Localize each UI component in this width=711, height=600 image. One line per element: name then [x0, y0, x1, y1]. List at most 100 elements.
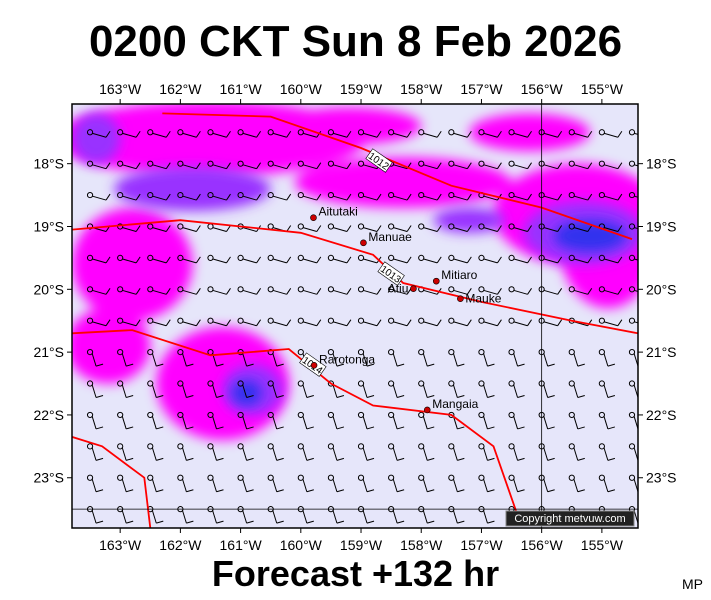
wind-barb — [418, 317, 442, 327]
wind-barb — [357, 191, 382, 201]
wind-barb — [117, 380, 134, 399]
wind-barb — [117, 349, 134, 367]
wind-barb — [327, 349, 345, 367]
lon-label-top: 162°W — [159, 81, 202, 97]
wind-barb — [237, 443, 254, 461]
wind-barb — [297, 286, 322, 295]
wind-barb — [388, 254, 412, 264]
wind-barb — [297, 380, 314, 399]
wind-barb — [448, 286, 472, 295]
wind-barb — [177, 286, 201, 295]
wind-barb — [568, 223, 593, 232]
wind-barb — [598, 349, 616, 367]
wind-barb — [568, 443, 585, 461]
wind-barb — [598, 443, 616, 461]
lat-label-left: 18°S — [33, 156, 64, 172]
wind-barb — [117, 286, 141, 295]
wind-barb — [86, 443, 104, 461]
shading-blob — [72, 207, 193, 321]
wind-barb — [327, 380, 345, 399]
wind-barb — [177, 411, 194, 430]
town-marker — [410, 285, 417, 292]
wind-barb — [297, 223, 322, 232]
lat-label-right: 20°S — [646, 281, 677, 297]
wind-barb — [478, 223, 502, 232]
wind-barb — [598, 317, 623, 327]
wind-barb — [327, 223, 352, 232]
wind-barb — [267, 349, 284, 367]
lon-label-top: 155°W — [581, 81, 624, 97]
wind-barb — [147, 474, 164, 493]
wind-shading — [72, 104, 638, 441]
wind-barb — [147, 160, 171, 170]
lat-label-right: 19°S — [646, 218, 677, 234]
wind-barb — [267, 443, 284, 461]
wind-barb — [448, 160, 472, 170]
wind-barb — [86, 191, 111, 201]
wind-barb — [418, 380, 435, 399]
wind-barb — [478, 254, 502, 264]
map-frame — [71, 103, 639, 529]
wind-barb — [207, 286, 231, 295]
town-label: Mangaia — [432, 397, 478, 411]
wind-barb — [327, 286, 352, 295]
wind-barb — [207, 443, 224, 461]
wind-barb — [568, 191, 593, 201]
wind-barb — [267, 474, 284, 493]
wind-barb — [177, 223, 201, 232]
wind-barb — [448, 349, 465, 367]
wind-barb — [357, 317, 382, 327]
towns: Aitutaki Manuae Mitiaro Atiu Mauke Rarotonga M… — [310, 205, 502, 414]
wind-barb — [448, 191, 472, 201]
wind-barb — [568, 411, 585, 430]
wind-barb — [147, 380, 164, 399]
wind-barb — [568, 129, 593, 138]
wind-barb — [448, 129, 472, 138]
wind-barb — [117, 254, 141, 264]
wind-barb — [357, 286, 382, 295]
wind-barb — [207, 160, 231, 170]
wind-barb — [177, 254, 201, 264]
wind-barb — [388, 129, 412, 138]
forecast-label: Forecast +132 hr — [211, 553, 500, 594]
town-label: Manuae — [368, 230, 412, 244]
wind-barb — [267, 317, 292, 327]
wind-barb — [86, 160, 111, 170]
wind-barb — [147, 411, 164, 430]
town-marker — [310, 362, 318, 369]
wind-barb — [267, 286, 292, 295]
isobar-line — [72, 329, 519, 516]
lon-label-bottom: 159°W — [340, 537, 383, 553]
wind-barb — [418, 443, 435, 461]
wind-barb — [86, 380, 104, 399]
wind-barb — [267, 191, 292, 201]
wind-barb — [207, 411, 224, 430]
town-marker — [310, 214, 317, 221]
wind-barb — [237, 474, 254, 493]
wind-barb — [598, 411, 616, 430]
wind-barb — [448, 223, 472, 232]
wind-barbs — [86, 129, 638, 524]
wind-barb — [478, 411, 495, 430]
wind-barb — [327, 191, 352, 201]
wind-barb — [237, 349, 254, 367]
shading-blob — [433, 207, 506, 233]
wind-barb — [508, 191, 532, 201]
wind-barb — [357, 223, 382, 232]
isobar-line — [162, 112, 633, 240]
shading-blob — [294, 157, 512, 208]
shading-blob — [72, 308, 151, 384]
credit-label: MP — [682, 576, 703, 592]
wind-barb — [628, 223, 638, 230]
wind-barb — [327, 474, 345, 493]
wind-barb — [86, 317, 111, 327]
shading-blob — [553, 220, 626, 252]
wind-barb — [237, 160, 262, 170]
lat-label-right: 22°S — [646, 407, 677, 423]
lat-label-right: 23°S — [646, 470, 677, 486]
wind-barb — [86, 254, 111, 264]
wind-barb — [478, 317, 502, 327]
wind-barb — [388, 223, 412, 232]
wind-barb — [568, 349, 585, 367]
